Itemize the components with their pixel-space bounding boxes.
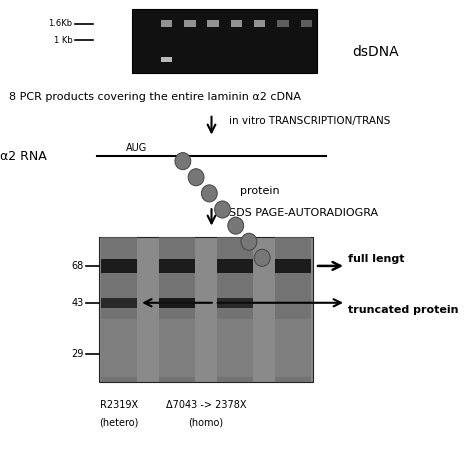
Bar (159, 319, 195, 377)
Bar (101, 298, 137, 308)
Text: 1.6Kb: 1.6Kb (48, 19, 73, 28)
Text: 8 PCR products covering the entire laminin α2 cDNA: 8 PCR products covering the entire lamin… (9, 92, 301, 102)
Circle shape (228, 217, 244, 234)
Bar (301, 20, 312, 27)
Text: R2319X: R2319X (100, 400, 138, 410)
Bar (217, 319, 253, 377)
Bar (254, 20, 265, 27)
Bar (101, 319, 137, 377)
Bar (217, 237, 253, 382)
Text: truncated protein: truncated protein (348, 305, 459, 315)
Bar (101, 259, 137, 273)
Text: in vitro TRANSCRIPTION/TRANS: in vitro TRANSCRIPTION/TRANS (229, 116, 391, 126)
Text: Δ7043 -> 2378X: Δ7043 -> 2378X (166, 400, 246, 410)
Text: (hetero): (hetero) (99, 417, 139, 427)
Bar (277, 20, 289, 27)
Circle shape (254, 249, 270, 266)
Bar (275, 237, 311, 382)
Text: full lengt: full lengt (348, 254, 405, 264)
Text: 43: 43 (72, 298, 84, 308)
Bar (207, 20, 219, 27)
Circle shape (188, 169, 204, 186)
Bar (101, 237, 137, 382)
Bar (159, 237, 195, 382)
Bar (99, 237, 313, 382)
Text: (homo): (homo) (189, 417, 224, 427)
Bar (161, 20, 172, 27)
Text: AUG: AUG (126, 143, 147, 153)
Circle shape (201, 185, 217, 202)
Bar (275, 319, 311, 377)
Bar (231, 20, 242, 27)
Bar (184, 20, 195, 27)
Bar (161, 56, 172, 62)
Text: α2 RNA: α2 RNA (0, 150, 47, 163)
Circle shape (215, 201, 230, 218)
Text: 1 Kb: 1 Kb (54, 36, 73, 45)
Text: 68: 68 (72, 261, 84, 271)
Bar (217, 259, 253, 273)
Text: 29: 29 (72, 349, 84, 359)
Bar (217, 298, 253, 308)
Text: protein: protein (240, 185, 280, 196)
Text: SDS PAGE-AUTORADIOGRA: SDS PAGE-AUTORADIOGRA (229, 208, 378, 219)
Bar (275, 259, 311, 273)
Circle shape (175, 153, 191, 170)
Bar (159, 298, 195, 308)
Bar (159, 259, 195, 273)
Circle shape (241, 233, 257, 250)
Bar (132, 9, 317, 73)
Text: dsDNA: dsDNA (353, 45, 399, 59)
